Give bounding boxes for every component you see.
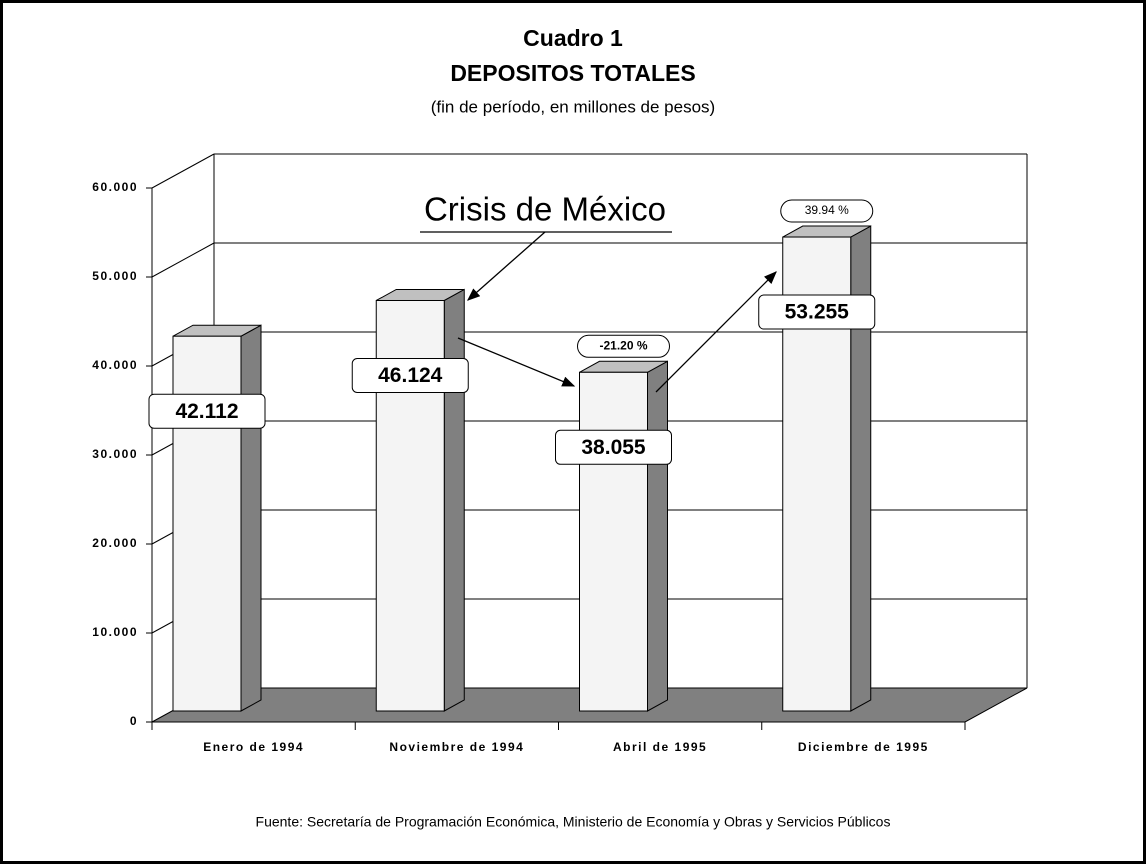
annotation-bubble bbox=[577, 334, 670, 358]
side-wall-top bbox=[151, 153, 215, 189]
bar-side bbox=[240, 324, 262, 712]
grid-line bbox=[151, 242, 215, 278]
chart-title: Cuadro 1 bbox=[523, 25, 623, 51]
bar bbox=[172, 335, 242, 712]
value-label-box bbox=[351, 357, 469, 393]
x-tick-label: Abril de 1995 bbox=[613, 740, 707, 754]
y-tick-label: 50.000 bbox=[92, 269, 138, 283]
arrow bbox=[655, 271, 777, 393]
arrow bbox=[457, 337, 576, 387]
bar bbox=[579, 371, 648, 712]
value-label: 46.124 bbox=[378, 364, 443, 387]
units-note: (fin de período, en millones de pesos) bbox=[431, 97, 715, 116]
value-label-box bbox=[758, 294, 876, 330]
value-label: 42.112 bbox=[175, 400, 238, 423]
source-note: Fuente: Secretaría de Programación Econó… bbox=[256, 814, 891, 830]
bar-side bbox=[647, 360, 668, 712]
annotation: Crisis de México bbox=[424, 191, 666, 228]
value-label-box bbox=[148, 393, 266, 429]
y-tick-label: 30.000 bbox=[92, 447, 138, 461]
annotation-bubble bbox=[780, 199, 874, 223]
x-tick-label: Enero de 1994 bbox=[203, 740, 304, 754]
value-label-box bbox=[555, 429, 672, 465]
y-tick-label: 20.000 bbox=[92, 536, 138, 550]
bar-group bbox=[172, 324, 262, 712]
annotation: 39.94 % bbox=[805, 203, 849, 217]
y-tick-label: 60.000 bbox=[92, 180, 138, 194]
arrows bbox=[420, 231, 777, 393]
annotation: -21.20 % bbox=[599, 338, 647, 352]
bar-group bbox=[375, 288, 465, 712]
x-tick-label: Noviembre de 1994 bbox=[389, 740, 524, 754]
value-label: 38.055 bbox=[581, 436, 646, 459]
bar-group bbox=[579, 360, 668, 712]
chart-subtitle: DEPOSITOS TOTALES bbox=[450, 60, 695, 86]
x-tick-label: Diciembre de 1995 bbox=[798, 740, 929, 754]
y-tick-label: 40.000 bbox=[92, 358, 138, 372]
y-tick-label: 0 bbox=[130, 714, 138, 728]
arrow bbox=[467, 231, 546, 301]
bar-side bbox=[443, 288, 465, 712]
value-label: 53.255 bbox=[785, 301, 850, 324]
y-tick-label: 10.000 bbox=[92, 625, 138, 639]
